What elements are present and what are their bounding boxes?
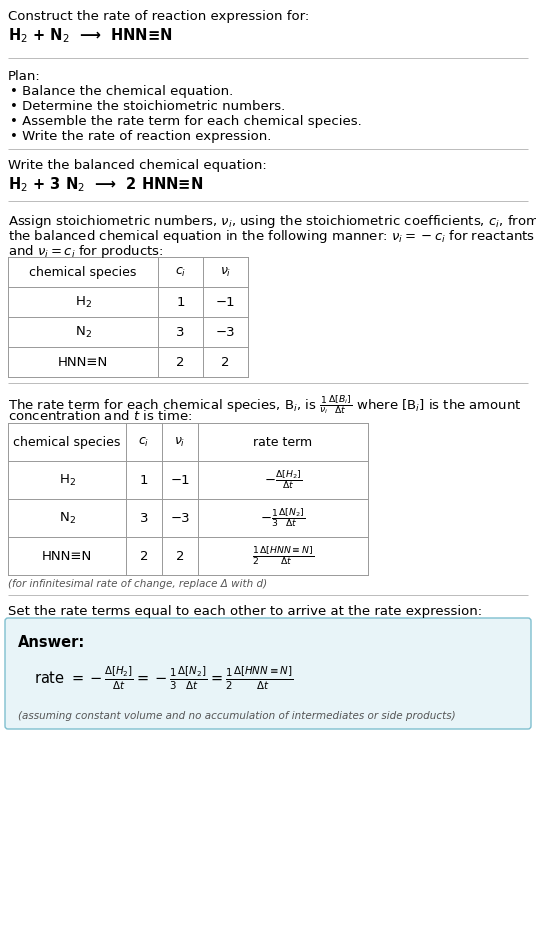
Text: Plan:: Plan:: [8, 70, 41, 83]
Text: 3: 3: [176, 325, 185, 338]
Text: −3: −3: [215, 325, 235, 338]
Text: 3: 3: [140, 512, 148, 524]
Text: (assuming constant volume and no accumulation of intermediates or side products): (assuming constant volume and no accumul…: [18, 711, 456, 721]
Text: H$_2$ + N$_2$  ⟶  HNN≡N: H$_2$ + N$_2$ ⟶ HNN≡N: [8, 26, 173, 45]
Text: the balanced chemical equation in the following manner: $\nu_i = -c_i$ for react: the balanced chemical equation in the fo…: [8, 228, 535, 245]
Text: 2: 2: [176, 550, 184, 562]
Text: $-\frac{\Delta[H_2]}{\Delta t}$: $-\frac{\Delta[H_2]}{\Delta t}$: [264, 468, 302, 491]
Text: 1: 1: [176, 296, 185, 308]
Text: $-\frac{1}{3}\frac{\Delta[N_2]}{\Delta t}$: $-\frac{1}{3}\frac{\Delta[N_2]}{\Delta t…: [260, 506, 306, 529]
Text: rate $= -\frac{\Delta[H_2]}{\Delta t} = -\frac{1}{3}\frac{\Delta[N_2]}{\Delta t}: rate $= -\frac{\Delta[H_2]}{\Delta t} = …: [34, 665, 293, 692]
Text: H$_2$: H$_2$: [75, 295, 92, 310]
Text: HNN≡N: HNN≡N: [58, 356, 108, 369]
Text: chemical species: chemical species: [29, 265, 137, 279]
Text: • Write the rate of reaction expression.: • Write the rate of reaction expression.: [10, 130, 271, 143]
Text: $\nu_i$: $\nu_i$: [174, 435, 185, 448]
Text: $c_i$: $c_i$: [175, 265, 186, 279]
Text: 2: 2: [140, 550, 148, 562]
Text: H$_2$ + 3 N$_2$  ⟶  2 HNN≡N: H$_2$ + 3 N$_2$ ⟶ 2 HNN≡N: [8, 175, 203, 193]
Text: Answer:: Answer:: [18, 635, 85, 650]
Text: $\nu_i$: $\nu_i$: [220, 265, 231, 279]
Text: and $\nu_i = c_i$ for products:: and $\nu_i = c_i$ for products:: [8, 243, 163, 260]
Text: Set the rate terms equal to each other to arrive at the rate expression:: Set the rate terms equal to each other t…: [8, 605, 482, 618]
Text: Construct the rate of reaction expression for:: Construct the rate of reaction expressio…: [8, 10, 309, 23]
Text: Write the balanced chemical equation:: Write the balanced chemical equation:: [8, 159, 267, 172]
Text: $\frac{1}{2}\frac{\Delta[HNN{\equiv}N]}{\Delta t}$: $\frac{1}{2}\frac{\Delta[HNN{\equiv}N]}{…: [252, 545, 314, 567]
Text: N$_2$: N$_2$: [75, 324, 92, 339]
Text: HNN≡N: HNN≡N: [42, 550, 92, 562]
Text: • Assemble the rate term for each chemical species.: • Assemble the rate term for each chemic…: [10, 115, 362, 128]
FancyBboxPatch shape: [5, 618, 531, 729]
Text: −1: −1: [215, 296, 235, 308]
Text: • Determine the stoichiometric numbers.: • Determine the stoichiometric numbers.: [10, 100, 285, 113]
Text: (for infinitesimal rate of change, replace Δ with d): (for infinitesimal rate of change, repla…: [8, 579, 267, 589]
Text: 2: 2: [221, 356, 230, 369]
Text: 2: 2: [176, 356, 185, 369]
Text: 1: 1: [140, 473, 148, 486]
Text: chemical species: chemical species: [13, 435, 121, 448]
Text: The rate term for each chemical species, B$_i$, is $\frac{1}{\nu_i}\frac{\Delta[: The rate term for each chemical species,…: [8, 393, 522, 416]
Text: N$_2$: N$_2$: [58, 510, 76, 525]
Text: • Balance the chemical equation.: • Balance the chemical equation.: [10, 85, 233, 98]
Text: H$_2$: H$_2$: [58, 472, 76, 487]
Text: Assign stoichiometric numbers, $\nu_i$, using the stoichiometric coefficients, $: Assign stoichiometric numbers, $\nu_i$, …: [8, 213, 536, 230]
Text: rate term: rate term: [254, 435, 312, 448]
Text: concentration and $t$ is time:: concentration and $t$ is time:: [8, 409, 192, 423]
Text: $c_i$: $c_i$: [138, 435, 150, 448]
Text: −1: −1: [170, 473, 190, 486]
Text: −3: −3: [170, 512, 190, 524]
